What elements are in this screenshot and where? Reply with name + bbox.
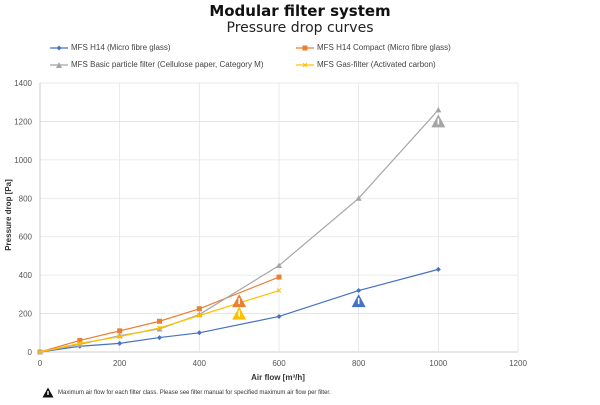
warning-exclamation	[238, 298, 240, 305]
y-tick-label: 200	[19, 310, 33, 319]
y-tick-label: 0	[28, 348, 33, 357]
data-point	[355, 195, 362, 201]
y-tick-label: 400	[19, 271, 33, 280]
data-point	[435, 106, 442, 113]
y-tick-label: 1000	[14, 156, 32, 165]
x-tick-label: 1200	[509, 359, 527, 368]
legend-item-h14: MFS H14 (Micro fibre glass)	[50, 43, 171, 52]
data-point	[196, 313, 202, 318]
data-point	[77, 341, 83, 346]
data-point	[276, 274, 282, 280]
series-line-1	[39, 276, 280, 353]
data-point	[196, 330, 202, 336]
legend-label: MFS Gas-filter (Activated carbon)	[317, 60, 436, 69]
data-point	[157, 318, 162, 324]
warning-exclamation	[238, 310, 240, 317]
data-point	[157, 325, 162, 331]
data-point	[37, 349, 43, 355]
data-point	[276, 313, 282, 319]
data-point	[276, 288, 282, 293]
data-point	[117, 340, 123, 346]
warning-triangle-icon	[42, 387, 54, 398]
y-tick-label: 1200	[14, 117, 32, 126]
x-tick-label: 800	[352, 359, 366, 368]
chart-title: Modular filter system	[209, 2, 391, 20]
data-point	[157, 335, 162, 341]
y-axis-label: Pressure drop [Pa]	[4, 179, 13, 251]
y-tick-label: 800	[19, 194, 33, 203]
chart-plot: 0 200 400 600 800 1000 1200 1400 0 200 400 600 800 10…	[4, 79, 527, 382]
legend-item-h14-compact: MFS H14 Compact (Micro fibre glass)	[296, 43, 451, 52]
warning-exclamation	[437, 118, 440, 125]
legend-label: MFS Basic particle filter (Cellulose pap…	[71, 60, 264, 69]
data-point	[117, 334, 123, 339]
series-line-0	[39, 268, 439, 353]
x-tick-label: 1000	[429, 359, 447, 368]
x-tick-label: 0	[38, 359, 43, 368]
series-line-3	[39, 289, 280, 353]
data-point	[276, 262, 282, 269]
max-flow-warning-icon	[351, 294, 366, 308]
legend-marker-square-icon	[296, 45, 314, 50]
footnote-text: Maximum air flow for each filter class. …	[58, 389, 331, 396]
y-tick-label: 1400	[14, 79, 32, 88]
legend-item-basic: MFS Basic particle filter (Cellulose pap…	[50, 60, 264, 69]
legend-marker-x-icon	[296, 62, 314, 67]
legend-label: MFS H14 (Micro fibre glass)	[71, 43, 171, 52]
x-axis-label: Air flow [m³/h]	[251, 373, 305, 382]
warning-exclamation	[357, 298, 360, 305]
data-point	[196, 306, 202, 312]
data-point	[435, 266, 441, 272]
chart-subtitle: Pressure drop curves	[226, 20, 374, 36]
legend-label: MFS H14 Compact (Micro fibre glass)	[317, 43, 451, 52]
x-tick-label: 600	[272, 359, 286, 368]
legend-marker-triangle-icon	[50, 61, 68, 68]
data-point	[117, 328, 123, 334]
y-tick-label: 600	[19, 233, 33, 242]
x-tick-label: 200	[113, 359, 127, 368]
max-flow-warning-icon	[232, 306, 247, 320]
footnote: Maximum air flow for each filter class. …	[42, 387, 331, 398]
max-flow-warning-icon	[431, 114, 446, 128]
max-flow-warning-icon	[232, 294, 247, 308]
legend-marker-diamond-icon	[50, 45, 68, 50]
legend-item-gas: MFS Gas-filter (Activated carbon)	[296, 60, 436, 69]
data-point	[77, 337, 83, 343]
x-tick-label: 400	[193, 359, 207, 368]
data-point	[356, 288, 362, 294]
